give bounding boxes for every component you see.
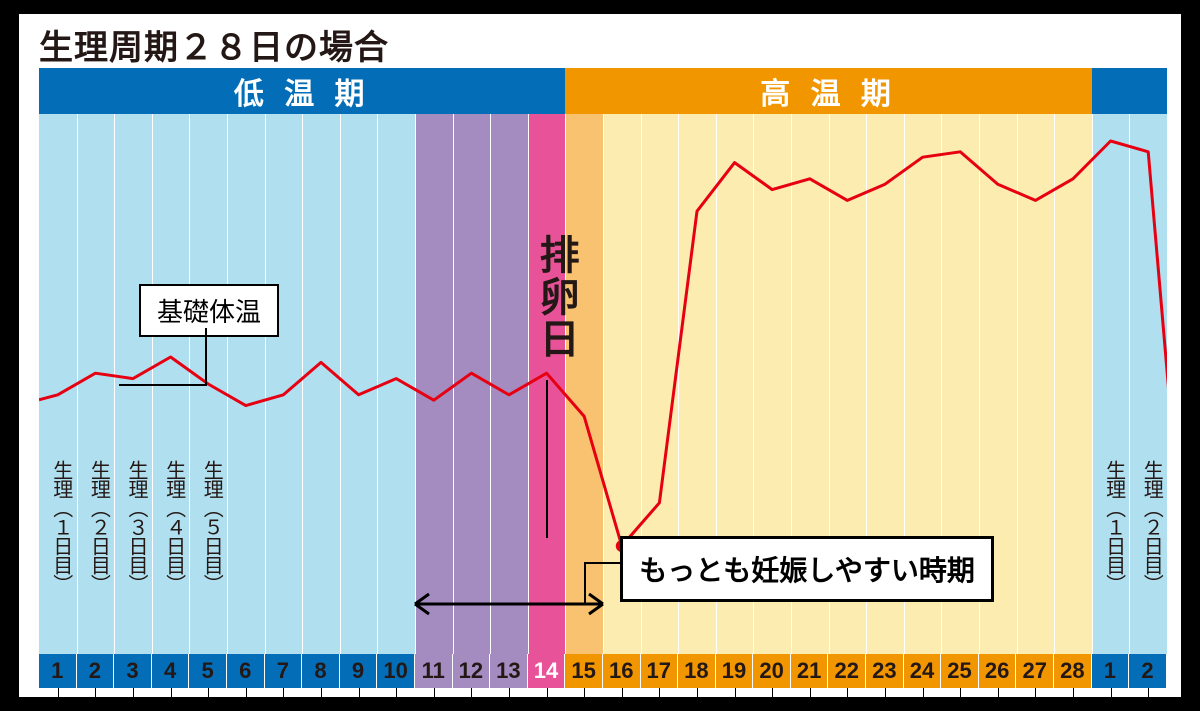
day-column [453,114,491,654]
plot-area: 生理（１日目） 生理（２日目） 生理（３日目） 生理（４日目） 生理（５日目） 生理（１日… [39,114,1167,654]
phase-header-seg: 高 温 期 [565,68,1091,114]
axis-day-cell: 9 [340,654,378,688]
ovulation-label: 排卵日 [527,234,585,360]
axis-day-cell: 27 [1016,654,1054,688]
day-column [1017,114,1055,654]
day-column [227,114,265,654]
axis-day-cell: 16 [603,654,641,688]
menstrual-day-label: 生理（２日目） [1137,460,1166,593]
axis-day-cell: 22 [828,654,866,688]
axis-day-cell: 11 [415,654,453,688]
axis-day-cell: 8 [302,654,340,688]
axis-day-cell: 5 [189,654,227,688]
phase-header-seg [1092,68,1167,114]
axis-day-cell: 12 [453,654,491,688]
frame: 生理周期２８日の場合 低 温 期高 温 期 生理（１日目） 生理（２日目） 生理（３… [0,0,1200,711]
day-column [340,114,378,654]
day-column [1054,114,1092,654]
axis-day-cell: 25 [941,654,979,688]
x-axis: 1234567891011121314151617181920212223242… [39,654,1167,688]
menstrual-day-label: 生理（１日目） [1100,460,1129,593]
phase-header: 低 温 期高 温 期 [39,68,1167,114]
axis-day-cell: 1 [39,654,77,688]
bbt-label: 基礎体温 [139,284,279,337]
axis-day-cell: 28 [1054,654,1092,688]
axis-day-cell: 1 [1092,654,1130,688]
menstrual-day-label: 生理（１日目） [47,460,76,593]
chart-area: 低 温 期高 温 期 生理（１日目）生理（２日目）生理（３日目）生理（４日目）生… [39,68,1167,688]
axis-day-cell: 21 [791,654,829,688]
menstrual-day-label: 生理（３日目） [122,460,151,593]
axis-day-cell: 2 [1129,654,1167,688]
axis-day-cell: 18 [678,654,716,688]
axis-day-cell: 17 [641,654,679,688]
fertile-range-arrow [403,590,615,618]
axis-day-cell: 6 [227,654,265,688]
axis-day-cell: 26 [979,654,1017,688]
axis-day-cell: 15 [565,654,603,688]
axis-day-cell: 13 [490,654,528,688]
day-column [490,114,528,654]
day-column [377,114,415,654]
axis-day-cell: 24 [904,654,942,688]
axis-day-cell: 14 [528,654,566,688]
axis-day-cell: 10 [377,654,415,688]
day-column [415,114,453,654]
day-column [265,114,303,654]
menstrual-day-label: 生理（４日目） [160,460,189,593]
axis-day-cell: 7 [265,654,303,688]
axis-day-cell: 3 [114,654,152,688]
menstrual-day-label: 生理（５日目） [197,460,226,593]
chart-title: 生理周期２８日の場合 [39,20,389,69]
axis-day-cell: 23 [866,654,904,688]
axis-day-cell: 19 [716,654,754,688]
axis-day-cell: 4 [152,654,190,688]
panel: 生理周期２８日の場合 低 温 期高 温 期 生理（１日目） 生理（２日目） 生理（３… [16,11,1184,700]
phase-header-seg: 低 温 期 [39,68,565,114]
menstrual-day-label: 生理（２日目） [84,460,113,593]
axis-day-cell: 20 [753,654,791,688]
fertile-period-label: もっとも妊娠しやすい時期 [620,536,994,602]
day-column [302,114,340,654]
axis-day-cell: 2 [77,654,115,688]
